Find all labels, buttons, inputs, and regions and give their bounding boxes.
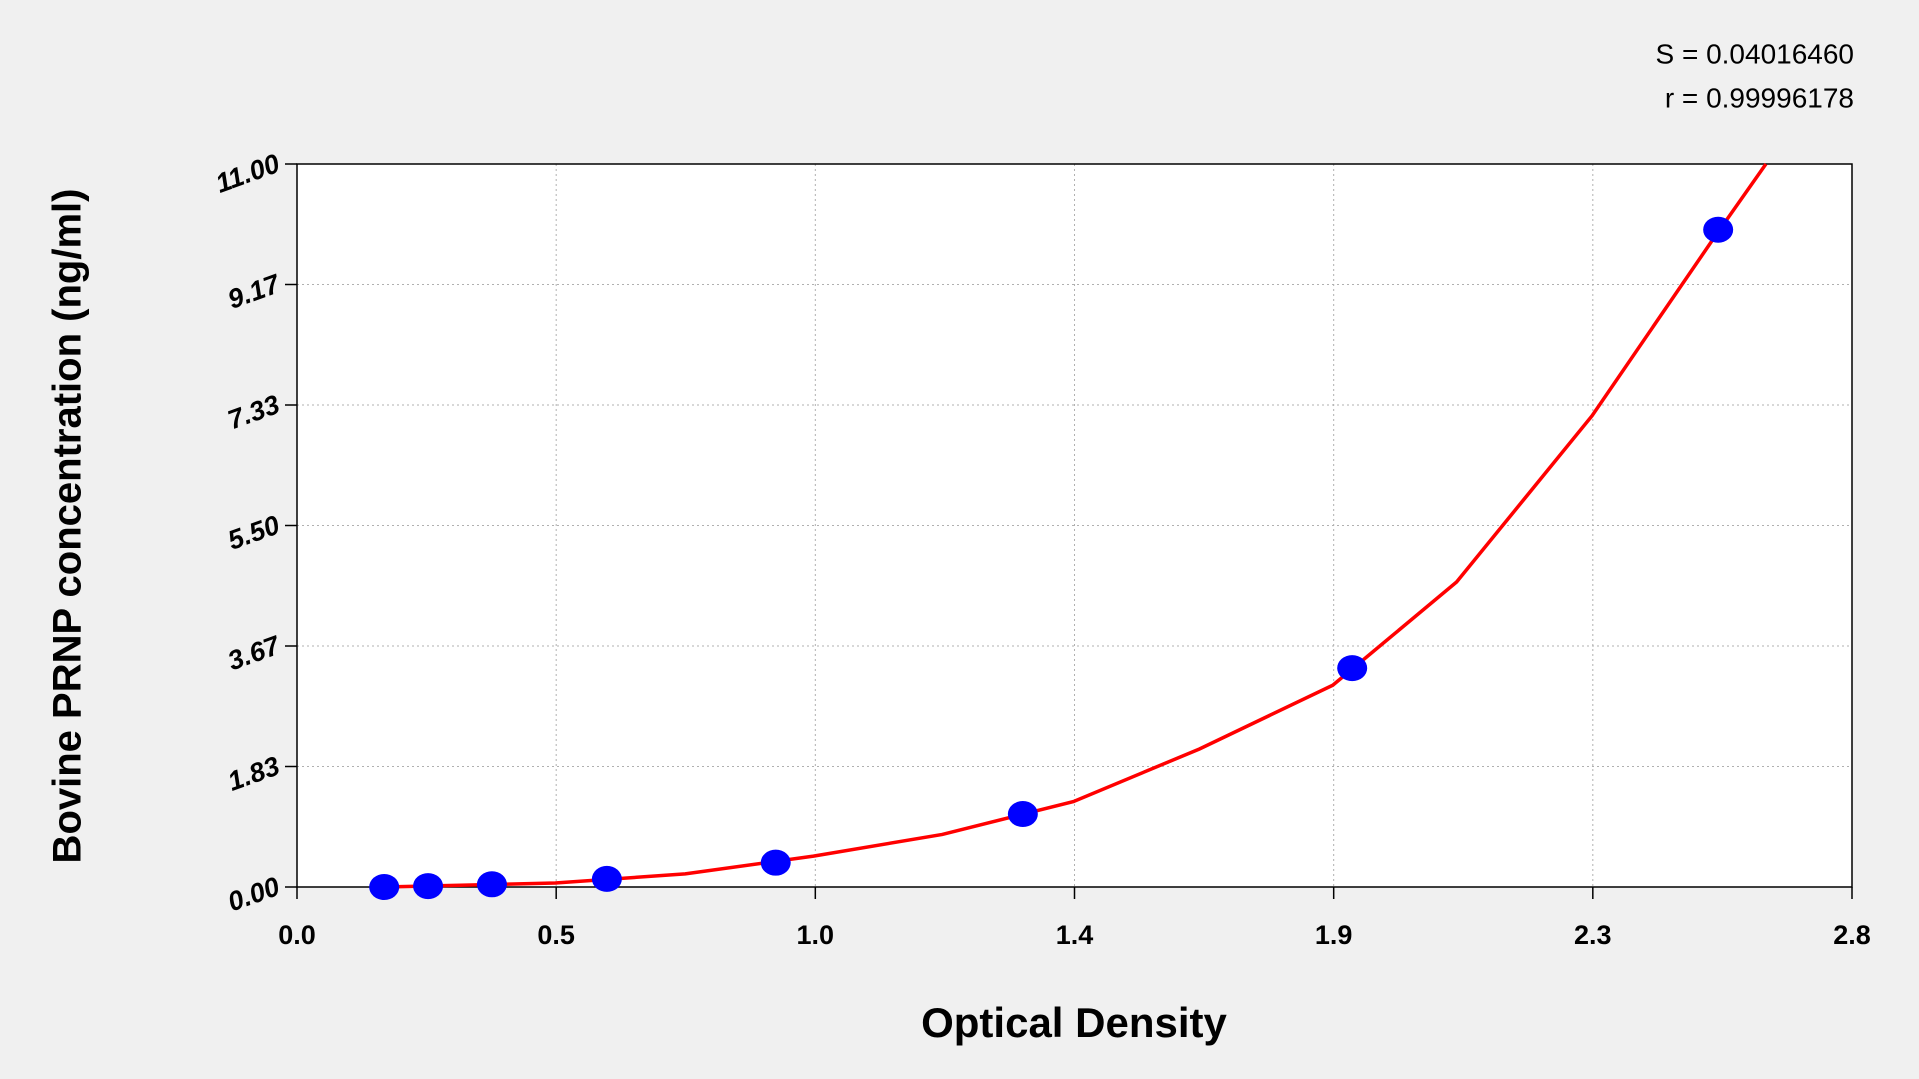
x-axis-title: Optical Density [921,999,1227,1046]
x-tick-label: 2.8 [1833,920,1871,950]
data-point [591,865,622,892]
fit-curve [384,162,1768,889]
stat-r: r = 0.99996178 [1665,82,1854,113]
data-point [476,871,507,898]
data-point [1337,655,1368,682]
x-tick-label: 1.9 [1315,920,1353,950]
data-point [1007,801,1038,828]
x-tick-label: 0.0 [278,920,316,950]
data-point [1703,216,1734,243]
data-point [369,874,400,900]
x-tick-label: 0.5 [537,920,575,950]
y-axis-title: Bovine PRNP concentration (ng/ml) [46,189,90,864]
x-tick-label: 2.3 [1574,920,1612,950]
x-tick-label: 1.4 [1056,920,1094,950]
data-point [760,849,791,876]
plot-frame [296,163,1853,888]
data-point [413,873,444,900]
stat-s: S = 0.04016460 [1655,38,1854,69]
x-tick-label: 1.0 [797,920,835,950]
